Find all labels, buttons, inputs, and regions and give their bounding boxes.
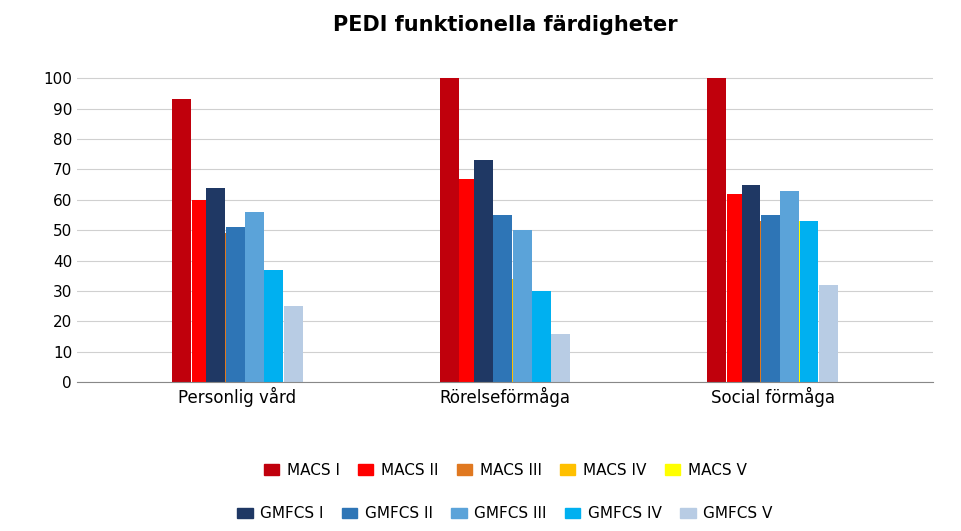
Bar xyxy=(207,187,225,382)
Bar xyxy=(551,333,570,382)
Bar xyxy=(779,191,799,382)
Bar xyxy=(517,328,535,382)
Bar xyxy=(245,212,263,382)
Bar xyxy=(478,230,497,382)
Title: PEDI funktionella färdigheter: PEDI funktionella färdigheter xyxy=(333,15,677,35)
Bar xyxy=(458,178,478,382)
Bar xyxy=(493,215,511,382)
Bar xyxy=(498,279,516,382)
Bar xyxy=(439,78,458,382)
Bar xyxy=(741,185,760,382)
Bar xyxy=(784,221,802,382)
Bar xyxy=(726,194,745,382)
Bar xyxy=(760,215,779,382)
Bar xyxy=(765,224,783,382)
Bar xyxy=(706,78,726,382)
Bar xyxy=(210,233,230,382)
Bar xyxy=(230,267,249,382)
Bar xyxy=(746,221,764,382)
Bar xyxy=(264,270,283,382)
Bar xyxy=(818,285,837,382)
Bar xyxy=(191,200,210,382)
Bar xyxy=(512,230,531,382)
Bar xyxy=(249,312,268,382)
Legend: GMFCS I, GMFCS II, GMFCS III, GMFCS IV, GMFCS V: GMFCS I, GMFCS II, GMFCS III, GMFCS IV, … xyxy=(231,500,778,528)
Bar xyxy=(226,227,244,382)
Bar xyxy=(799,221,818,382)
Bar xyxy=(531,291,551,382)
Bar xyxy=(474,160,492,382)
Bar xyxy=(283,306,303,382)
Bar xyxy=(172,99,191,382)
